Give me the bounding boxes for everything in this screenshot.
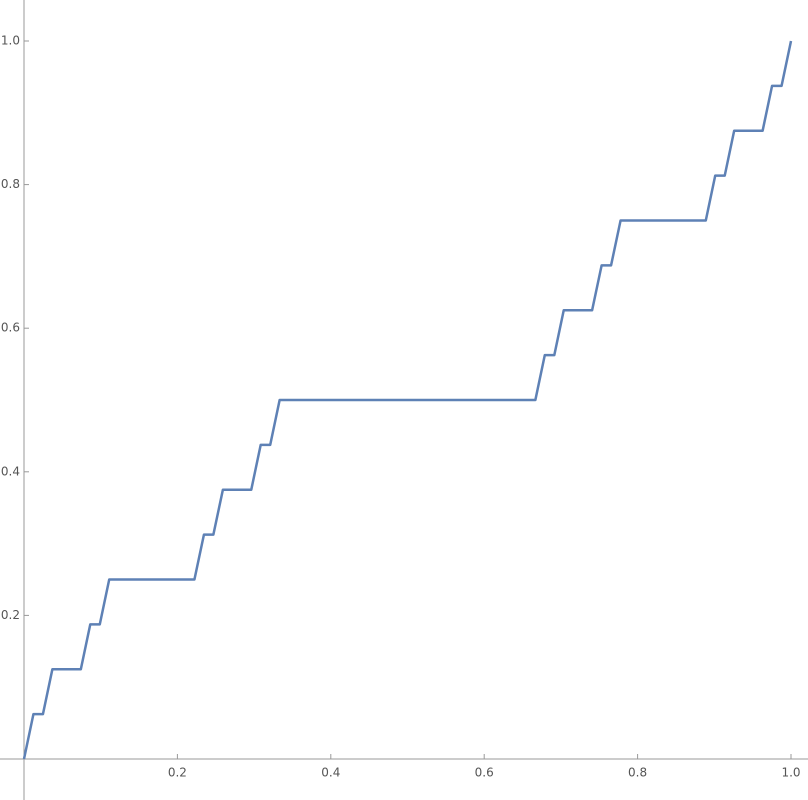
y-tick-label: 0.8 (1, 177, 20, 191)
y-tick-label: 0.2 (1, 608, 20, 622)
x-tick-label: 0.2 (168, 766, 187, 780)
y-tick-label: 0.6 (1, 321, 20, 335)
series-line (22, 40, 793, 760)
y-tick-label: 0.4 (1, 464, 20, 478)
x-tick-label: 0.8 (628, 766, 647, 780)
x-tick-label: 0.6 (475, 766, 494, 780)
x-tick-label: 0.4 (321, 766, 340, 780)
y-tick-label: 1.0 (1, 34, 20, 48)
x-tick-label: 1.0 (781, 766, 800, 780)
